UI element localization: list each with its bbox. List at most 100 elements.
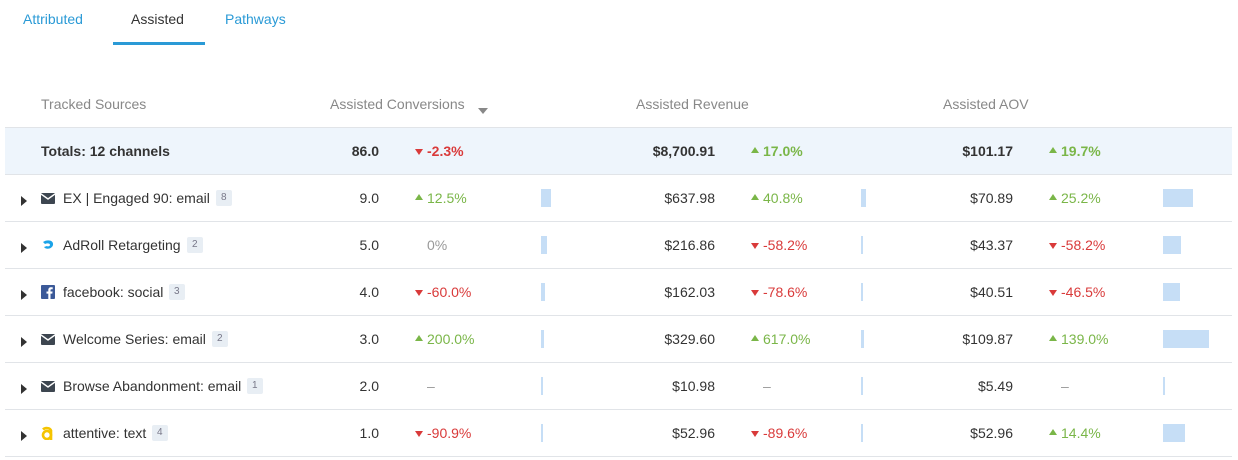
change: 40.8% — [763, 190, 803, 206]
value: 3.0 — [359, 331, 379, 347]
tab[interactable]: Pathways — [225, 11, 286, 27]
expand-icon — [21, 243, 27, 253]
change: -60.0% — [427, 284, 472, 300]
count-badge: 2 — [187, 237, 203, 253]
column-header[interactable]: Assisted Conversions — [330, 96, 465, 112]
line — [5, 362, 1232, 363]
change: 25.2% — [1061, 190, 1101, 206]
expand-arrow[interactable] — [21, 287, 27, 303]
change: 14.4% — [1061, 425, 1101, 441]
count-badge: 2 — [212, 331, 228, 347]
change: – — [1061, 378, 1069, 394]
column-header[interactable]: Assisted AOV — [943, 96, 1029, 112]
source-icon — [41, 238, 55, 254]
line — [5, 315, 1232, 316]
down-arrow — [1049, 243, 1057, 249]
bar — [541, 189, 551, 207]
source-icon — [40, 332, 56, 348]
sort-caret — [478, 101, 488, 117]
up-arrow — [751, 147, 759, 153]
expand-arrow[interactable] — [21, 381, 27, 397]
down-arrow — [415, 290, 423, 296]
up-arrow — [1049, 429, 1057, 435]
tab[interactable]: Attributed — [23, 11, 83, 27]
change: 0% — [427, 237, 448, 253]
change: -89.6% — [763, 425, 808, 441]
value: $52.96 — [970, 425, 1013, 441]
change: 19.7% — [1061, 143, 1101, 159]
line — [5, 268, 1232, 269]
bar — [541, 283, 546, 301]
change: -58.2% — [763, 237, 808, 253]
change: 17.0% — [763, 143, 803, 159]
source-name: attentive: text — [63, 425, 147, 441]
count-badge: 4 — [152, 425, 168, 441]
value: 1.0 — [359, 425, 379, 441]
expand-arrow[interactable] — [21, 334, 27, 350]
expand-icon — [21, 431, 27, 441]
up-arrow — [1049, 147, 1057, 153]
expand-arrow[interactable] — [21, 428, 27, 444]
caret-icon — [478, 108, 488, 114]
value: $8,700.91 — [652, 143, 715, 159]
change: -58.2% — [1061, 237, 1106, 253]
tab[interactable]: Assisted — [131, 11, 184, 27]
bar — [541, 377, 544, 395]
totals-label: Totals: 12 channels — [41, 143, 170, 159]
bar — [1163, 424, 1186, 442]
source-name: Browse Abandonment: email — [63, 378, 242, 394]
expand-icon — [21, 196, 27, 206]
value: $10.98 — [672, 378, 715, 394]
up-arrow — [1049, 335, 1057, 341]
bar — [541, 330, 545, 348]
expand-icon — [21, 337, 27, 347]
bar — [1163, 283, 1180, 301]
change: -78.6% — [763, 284, 808, 300]
up-arrow — [751, 194, 759, 200]
change: 139.0% — [1061, 331, 1109, 347]
down-arrow — [751, 243, 759, 249]
source-icon — [40, 379, 56, 395]
down-arrow — [751, 290, 759, 296]
bar — [1163, 236, 1182, 254]
bar — [861, 377, 863, 395]
change: -2.3% — [427, 143, 464, 159]
value: $52.96 — [672, 425, 715, 441]
value: 4.0 — [359, 284, 379, 300]
count-badge: 8 — [216, 190, 232, 206]
bar — [861, 189, 866, 207]
bar — [541, 236, 547, 254]
down-arrow — [1049, 290, 1057, 296]
expand-arrow[interactable] — [21, 193, 27, 209]
line — [5, 456, 1232, 457]
source-name: facebook: social — [63, 284, 164, 300]
value: $329.60 — [664, 331, 715, 347]
change: – — [427, 378, 435, 394]
tab-underline — [113, 42, 205, 45]
source-icon — [40, 191, 56, 207]
up-arrow — [415, 335, 423, 341]
bar — [861, 283, 863, 301]
value: 86.0 — [351, 143, 379, 159]
expand-icon — [21, 290, 27, 300]
bar — [861, 330, 864, 348]
count-badge: 3 — [169, 284, 185, 300]
change: -46.5% — [1061, 284, 1106, 300]
expand-arrow[interactable] — [21, 240, 27, 256]
change: 12.5% — [427, 190, 467, 206]
source-name: EX | Engaged 90: email — [63, 190, 210, 206]
bar — [1163, 377, 1166, 395]
value: $216.86 — [664, 237, 715, 253]
value: $162.03 — [664, 284, 715, 300]
line — [5, 174, 1232, 175]
change: 617.0% — [763, 331, 811, 347]
source-name: Welcome Series: email — [63, 331, 206, 347]
change: 200.0% — [427, 331, 475, 347]
column-header[interactable]: Assisted Revenue — [636, 96, 749, 112]
value: $5.49 — [977, 378, 1013, 394]
line — [5, 127, 1232, 128]
change: -90.9% — [427, 425, 472, 441]
bar — [1163, 189, 1193, 207]
source-name: AdRoll Retargeting — [63, 237, 181, 253]
